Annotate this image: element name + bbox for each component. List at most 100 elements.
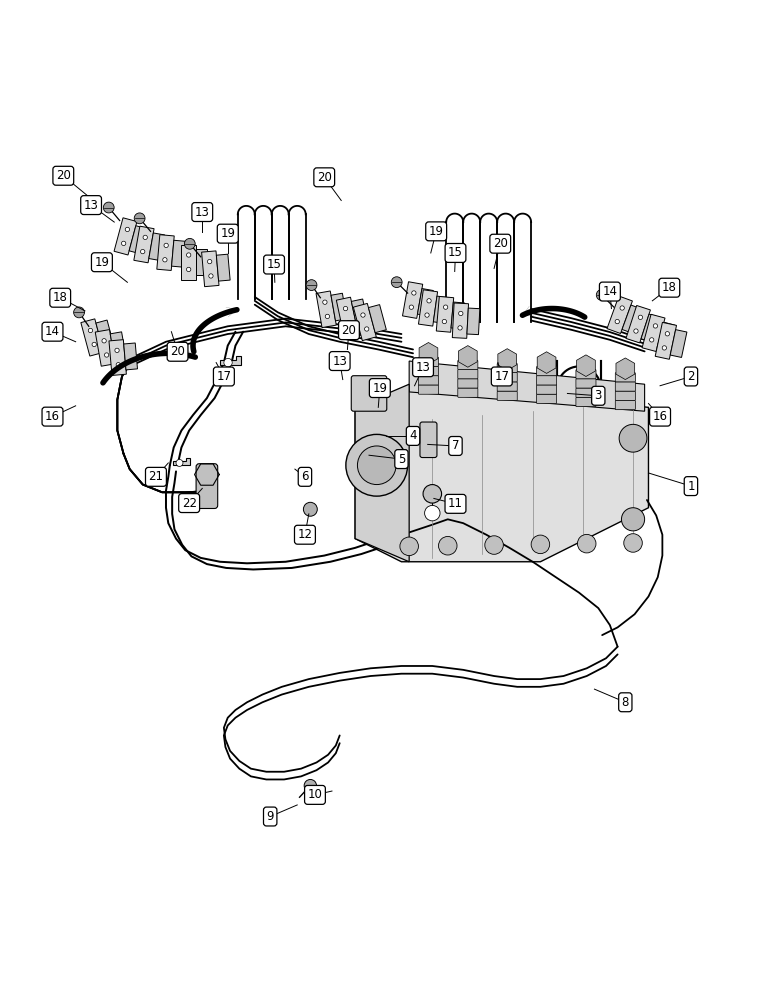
Circle shape bbox=[400, 537, 418, 556]
Text: 13: 13 bbox=[332, 355, 347, 368]
FancyBboxPatch shape bbox=[615, 400, 635, 410]
Circle shape bbox=[621, 508, 645, 531]
Circle shape bbox=[364, 327, 369, 331]
Circle shape bbox=[361, 313, 365, 317]
Polygon shape bbox=[109, 340, 127, 375]
Polygon shape bbox=[157, 235, 174, 270]
FancyBboxPatch shape bbox=[576, 388, 596, 397]
FancyBboxPatch shape bbox=[537, 376, 557, 385]
FancyBboxPatch shape bbox=[418, 376, 438, 385]
Circle shape bbox=[115, 348, 119, 353]
FancyBboxPatch shape bbox=[418, 385, 438, 394]
Text: 14: 14 bbox=[45, 325, 60, 338]
Polygon shape bbox=[368, 305, 386, 333]
Circle shape bbox=[176, 459, 183, 466]
Polygon shape bbox=[642, 314, 665, 352]
Text: 18: 18 bbox=[52, 291, 68, 304]
Circle shape bbox=[619, 424, 647, 452]
Circle shape bbox=[102, 339, 107, 343]
Polygon shape bbox=[95, 330, 116, 366]
Polygon shape bbox=[181, 245, 196, 280]
Polygon shape bbox=[124, 343, 137, 370]
FancyBboxPatch shape bbox=[576, 379, 596, 388]
Text: 10: 10 bbox=[307, 788, 323, 801]
Polygon shape bbox=[622, 305, 642, 333]
Circle shape bbox=[185, 238, 195, 249]
FancyBboxPatch shape bbox=[458, 379, 478, 388]
Polygon shape bbox=[451, 302, 465, 329]
Circle shape bbox=[624, 534, 642, 552]
Polygon shape bbox=[171, 240, 185, 267]
Polygon shape bbox=[331, 293, 347, 321]
Text: 19: 19 bbox=[372, 382, 388, 395]
FancyBboxPatch shape bbox=[576, 370, 596, 379]
FancyBboxPatch shape bbox=[458, 370, 478, 379]
Polygon shape bbox=[409, 361, 645, 411]
Circle shape bbox=[665, 332, 669, 336]
Polygon shape bbox=[657, 322, 675, 350]
Circle shape bbox=[620, 306, 625, 310]
Circle shape bbox=[427, 299, 432, 303]
Text: 15: 15 bbox=[448, 246, 463, 259]
Text: 15: 15 bbox=[266, 258, 282, 271]
Polygon shape bbox=[418, 289, 433, 316]
Polygon shape bbox=[607, 296, 632, 334]
FancyBboxPatch shape bbox=[497, 391, 517, 400]
Text: 19: 19 bbox=[220, 227, 235, 240]
Circle shape bbox=[325, 314, 330, 319]
Circle shape bbox=[116, 363, 120, 367]
Text: 20: 20 bbox=[341, 324, 357, 337]
FancyBboxPatch shape bbox=[537, 366, 557, 376]
Text: 22: 22 bbox=[181, 497, 197, 510]
Text: 6: 6 bbox=[301, 470, 309, 483]
Polygon shape bbox=[216, 254, 230, 281]
Circle shape bbox=[208, 274, 213, 278]
Polygon shape bbox=[418, 290, 438, 326]
Circle shape bbox=[141, 249, 145, 254]
Circle shape bbox=[304, 779, 317, 792]
Polygon shape bbox=[129, 226, 147, 254]
Text: 19: 19 bbox=[94, 256, 110, 269]
Circle shape bbox=[409, 305, 414, 309]
Circle shape bbox=[425, 313, 429, 317]
Circle shape bbox=[391, 277, 402, 288]
Circle shape bbox=[346, 434, 408, 496]
Circle shape bbox=[459, 311, 463, 316]
Circle shape bbox=[653, 324, 658, 328]
Text: 8: 8 bbox=[621, 696, 629, 709]
FancyBboxPatch shape bbox=[615, 382, 635, 391]
Circle shape bbox=[411, 291, 416, 295]
Polygon shape bbox=[81, 319, 103, 356]
Text: 1: 1 bbox=[687, 480, 695, 493]
Polygon shape bbox=[134, 226, 154, 263]
Polygon shape bbox=[355, 384, 409, 562]
Circle shape bbox=[323, 300, 327, 304]
FancyBboxPatch shape bbox=[196, 464, 218, 508]
Circle shape bbox=[103, 202, 114, 213]
Circle shape bbox=[531, 535, 550, 554]
Text: 9: 9 bbox=[266, 810, 274, 823]
Text: 19: 19 bbox=[428, 225, 444, 238]
FancyBboxPatch shape bbox=[576, 397, 596, 407]
Polygon shape bbox=[110, 332, 126, 359]
Circle shape bbox=[425, 505, 440, 521]
Circle shape bbox=[344, 306, 347, 311]
Text: 14: 14 bbox=[602, 285, 618, 298]
Polygon shape bbox=[433, 296, 449, 323]
Circle shape bbox=[423, 485, 442, 503]
Text: 13: 13 bbox=[195, 206, 210, 219]
FancyBboxPatch shape bbox=[497, 363, 517, 373]
Circle shape bbox=[303, 502, 317, 516]
Polygon shape bbox=[196, 249, 208, 275]
Circle shape bbox=[577, 534, 596, 553]
Text: 13: 13 bbox=[415, 361, 431, 374]
Circle shape bbox=[143, 235, 147, 240]
FancyBboxPatch shape bbox=[497, 373, 517, 382]
Text: 20: 20 bbox=[170, 345, 185, 358]
FancyBboxPatch shape bbox=[420, 422, 437, 458]
Text: 16: 16 bbox=[45, 410, 60, 423]
Circle shape bbox=[485, 536, 503, 554]
Polygon shape bbox=[670, 330, 687, 357]
Circle shape bbox=[224, 358, 232, 367]
Text: 4: 4 bbox=[409, 429, 417, 442]
